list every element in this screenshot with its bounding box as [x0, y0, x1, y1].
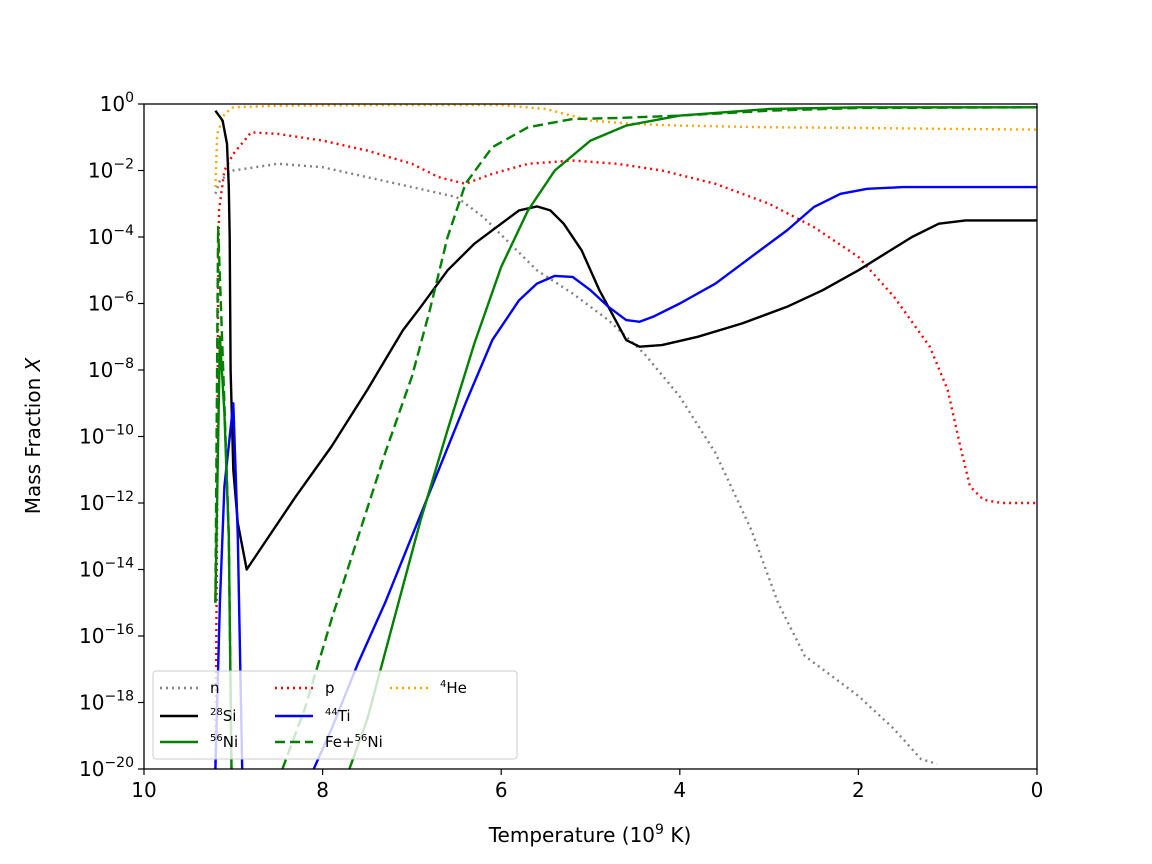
x-tick-label: 4 — [673, 778, 686, 802]
y-tick-label: 10−20 — [79, 755, 134, 781]
y-tick-label: 10−8 — [88, 356, 134, 382]
y-tick-label: 10−12 — [79, 489, 134, 515]
series-line-44ti — [214, 185, 1037, 769]
legend-label: 28Si — [210, 707, 236, 725]
x-tick-label: 2 — [852, 778, 865, 802]
series-line-fe-56ni — [214, 106, 1037, 769]
x-tick-label: 0 — [1031, 778, 1044, 802]
x-tick-label: 6 — [495, 778, 508, 802]
series-line-p — [214, 131, 1037, 769]
y-tick-label: 10−6 — [88, 290, 134, 316]
y-axis-label: Mass Fraction X — [21, 356, 45, 514]
y-tick-label: 10−2 — [88, 157, 134, 183]
legend-label: 4He — [440, 679, 467, 697]
legend-label: 56Ni — [210, 733, 238, 751]
legend-label: Fe+56Ni — [325, 733, 383, 751]
x-tick-label: 10 — [131, 778, 156, 802]
legend-label: p — [325, 679, 335, 697]
y-tick-label: 10−14 — [79, 556, 134, 582]
y-tick-label: 10−16 — [79, 622, 134, 648]
y-tick-label: 10−18 — [79, 689, 134, 715]
x-axis-label: Temperature (109 K) — [488, 822, 692, 847]
legend-label: n — [210, 679, 220, 697]
series-line-28si — [214, 109, 1037, 571]
plot-area — [144, 104, 1037, 769]
y-tick-label: 10−10 — [79, 423, 134, 449]
x-tick-label: 8 — [316, 778, 329, 802]
y-tick-label: 10−4 — [88, 223, 134, 249]
y-tick-label: 100 — [100, 90, 134, 116]
legend-box — [152, 670, 518, 760]
legend-label: 44Ti — [325, 707, 351, 725]
series-line-4he — [214, 104, 1037, 188]
